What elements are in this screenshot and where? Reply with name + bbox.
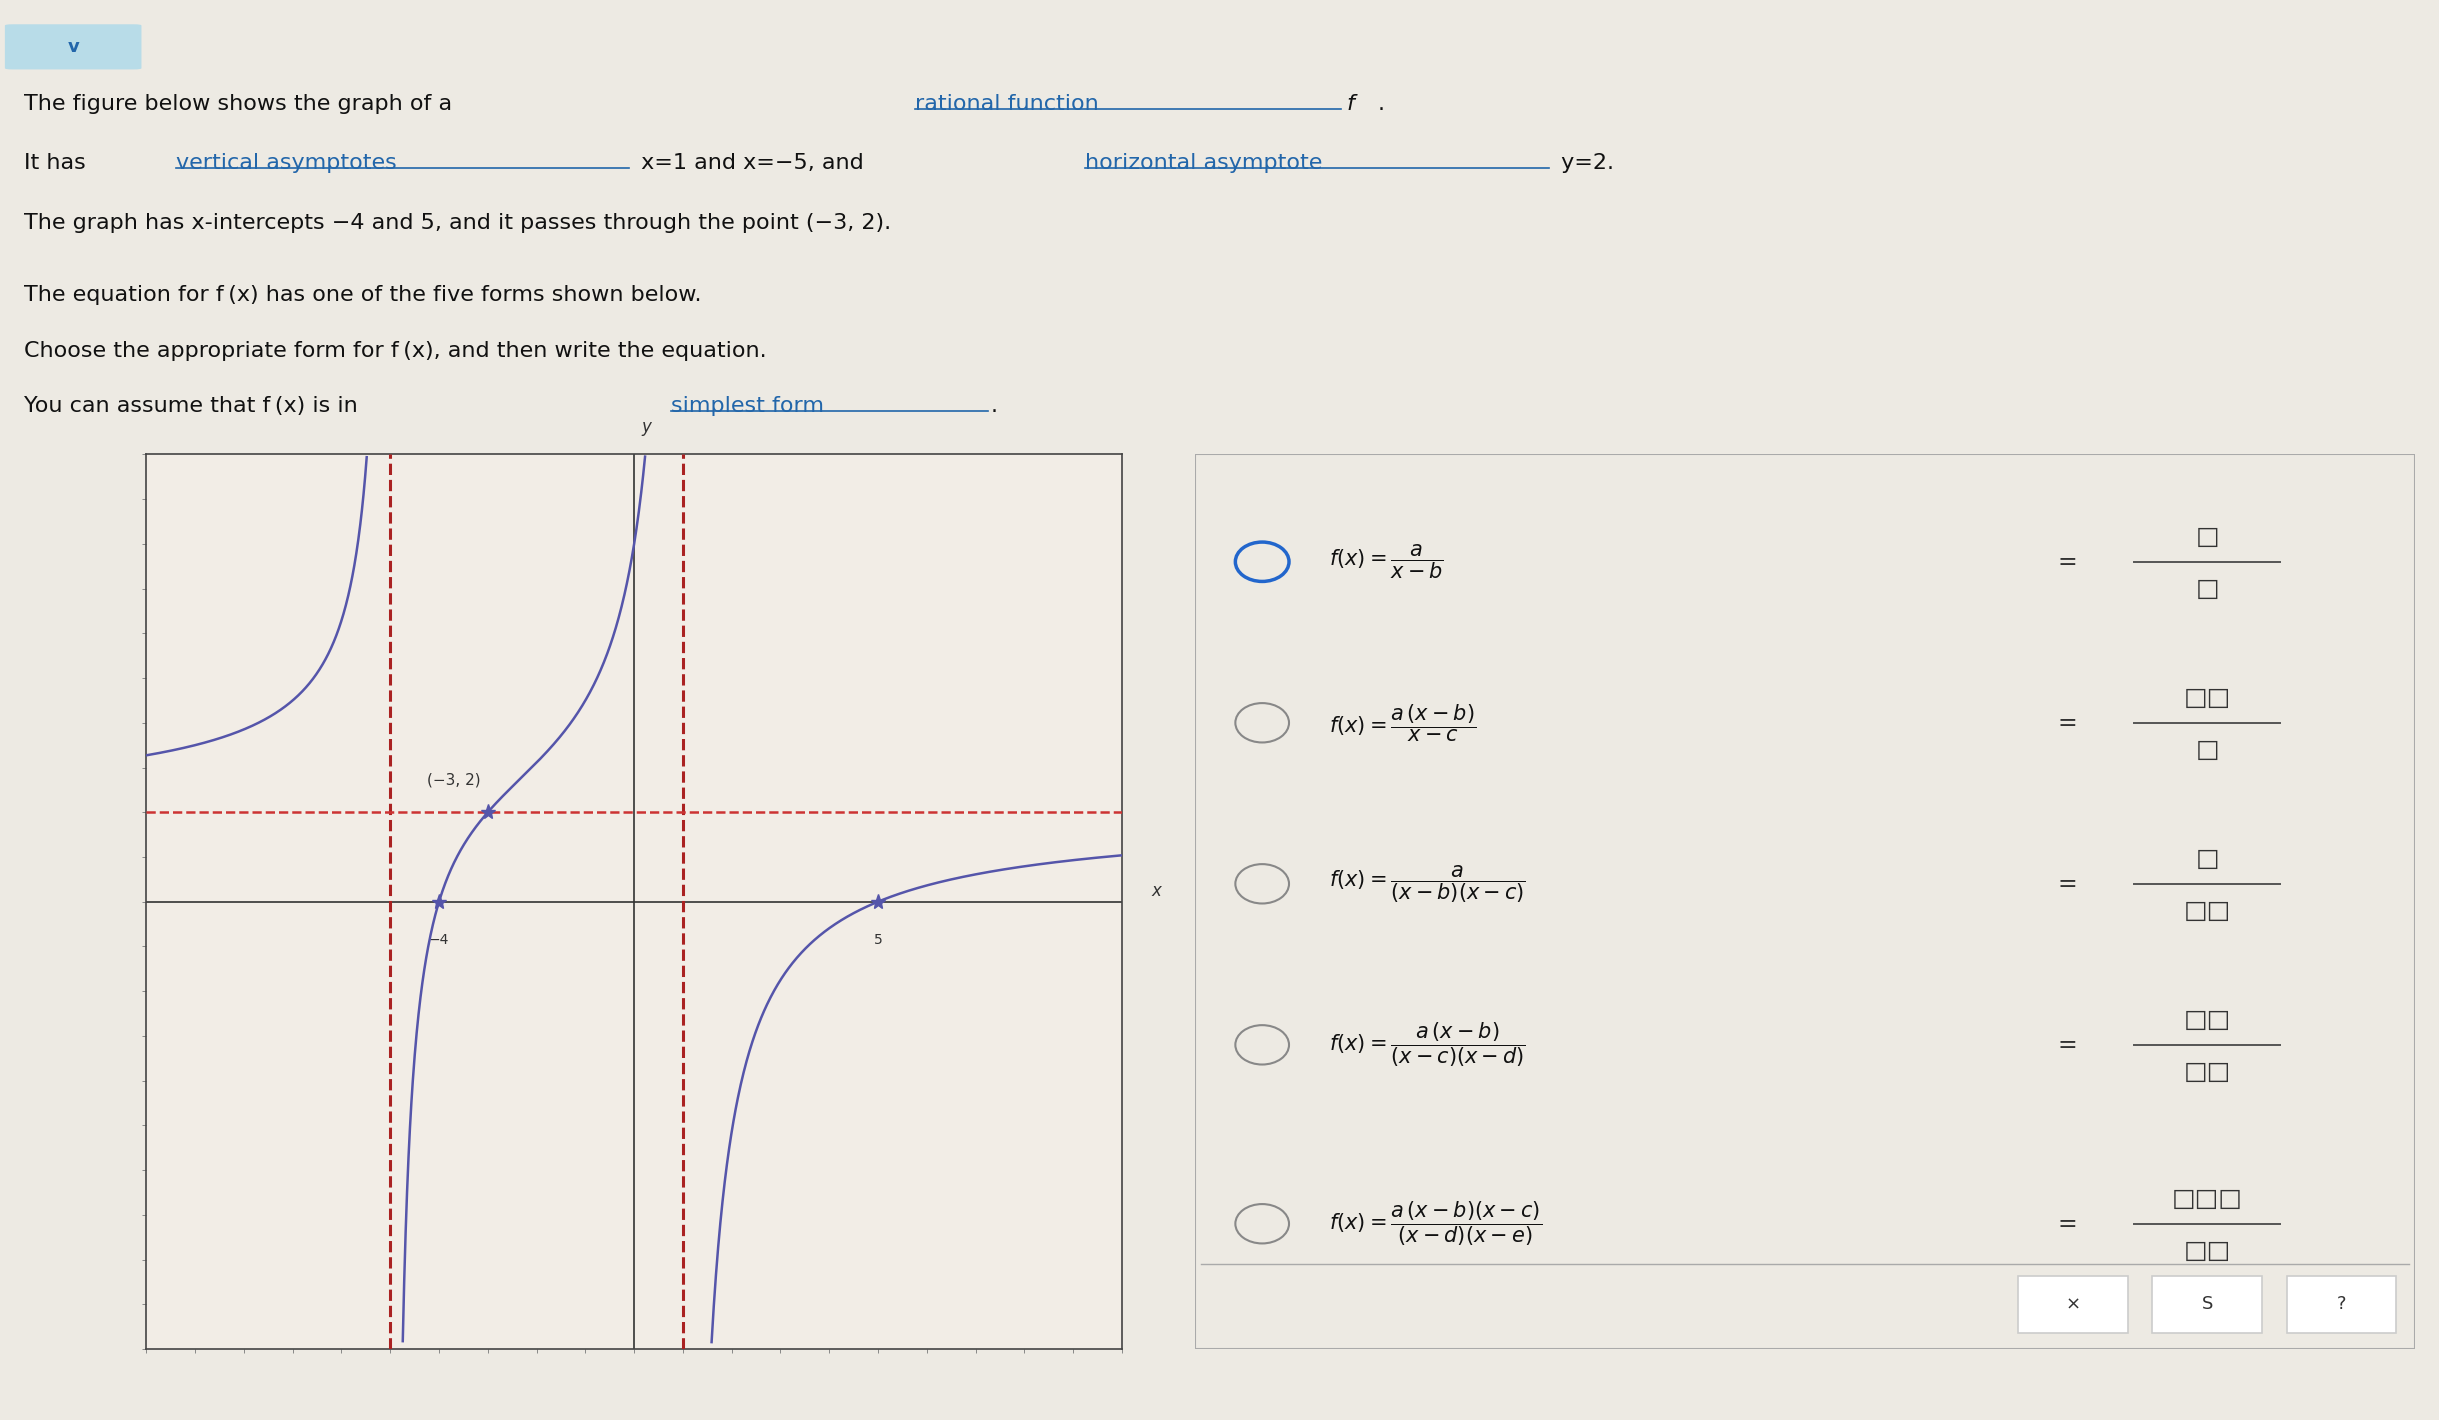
Text: $f(x) = \dfrac{a\,(x - b)}{x - c}$: $f(x) = \dfrac{a\,(x - b)}{x - c}$ bbox=[1329, 701, 1476, 744]
Text: $f(x) = \dfrac{a}{x - b}$: $f(x) = \dfrac{a}{x - b}$ bbox=[1329, 542, 1444, 581]
Text: □□□: □□□ bbox=[2171, 1187, 2244, 1211]
Text: =: = bbox=[2056, 550, 2078, 574]
Text: □□: □□ bbox=[2183, 686, 2232, 710]
Text: □: □ bbox=[2195, 846, 2219, 870]
Text: simplest form: simplest form bbox=[671, 396, 824, 416]
Text: The equation for f (x) has one of the five forms shown below.: The equation for f (x) has one of the fi… bbox=[24, 285, 702, 305]
Text: =: = bbox=[2056, 711, 2078, 734]
Text: =: = bbox=[2056, 1032, 2078, 1056]
Text: y​=​2.: y​=​2. bbox=[1554, 153, 1615, 173]
Text: It has: It has bbox=[24, 153, 93, 173]
Text: The graph has x-intercepts −4 and 5, and it passes through the point (−3, 2).: The graph has x-intercepts −4 and 5, and… bbox=[24, 213, 893, 233]
Text: ×: × bbox=[2066, 1295, 2080, 1314]
Text: x​=​1 and x​=​−5, and: x​=​1 and x​=​−5, and bbox=[634, 153, 871, 173]
Bar bbox=[2019, 1275, 2127, 1333]
Text: □: □ bbox=[2195, 577, 2219, 601]
Text: y: y bbox=[641, 417, 651, 436]
Text: rational function: rational function bbox=[915, 94, 1098, 114]
Text: ?: ? bbox=[2337, 1295, 2346, 1314]
Text: .: . bbox=[1378, 94, 1385, 114]
Bar bbox=[2288, 1275, 2395, 1333]
Text: x: x bbox=[1151, 882, 1161, 899]
Text: =: = bbox=[2056, 1211, 2078, 1235]
Text: □□: □□ bbox=[2183, 1238, 2232, 1262]
Text: v: v bbox=[68, 38, 78, 55]
Text: You can assume that f (x) is in: You can assume that f (x) is in bbox=[24, 396, 366, 416]
Text: The figure below shows the graph of a: The figure below shows the graph of a bbox=[24, 94, 459, 114]
Text: S: S bbox=[2202, 1295, 2212, 1314]
Bar bbox=[2154, 1275, 2263, 1333]
Text: □□: □□ bbox=[2183, 1059, 2232, 1083]
Text: Choose the appropriate form for f (x), and then write the equation.: Choose the appropriate form for f (x), a… bbox=[24, 341, 766, 361]
Text: vertical asymptotes: vertical asymptotes bbox=[176, 153, 398, 173]
Text: 5: 5 bbox=[873, 933, 883, 947]
Text: $f(x) = \dfrac{a\,(x - b)(x - c)}{(x - d)(x - e)}$: $f(x) = \dfrac{a\,(x - b)(x - c)}{(x - d… bbox=[1329, 1200, 1541, 1248]
FancyBboxPatch shape bbox=[5, 24, 141, 70]
Text: □: □ bbox=[2195, 525, 2219, 548]
Text: horizontal asymptote: horizontal asymptote bbox=[1085, 153, 1322, 173]
Text: $f(x) = \dfrac{a\,(x - b)}{(x - c)(x - d)}$: $f(x) = \dfrac{a\,(x - b)}{(x - c)(x - d… bbox=[1329, 1021, 1527, 1069]
Text: $f(x) = \dfrac{a}{(x - b)(x - c)}$: $f(x) = \dfrac{a}{(x - b)(x - c)}$ bbox=[1329, 863, 1527, 905]
Text: =: = bbox=[2056, 872, 2078, 896]
Text: (−3, 2): (−3, 2) bbox=[427, 772, 480, 788]
Text: □: □ bbox=[2195, 737, 2219, 761]
Text: □□: □□ bbox=[2183, 899, 2232, 923]
Text: −4: −4 bbox=[429, 933, 449, 947]
Text: f: f bbox=[1346, 94, 1354, 114]
Text: .: . bbox=[990, 396, 998, 416]
Text: □□: □□ bbox=[2183, 1008, 2232, 1032]
